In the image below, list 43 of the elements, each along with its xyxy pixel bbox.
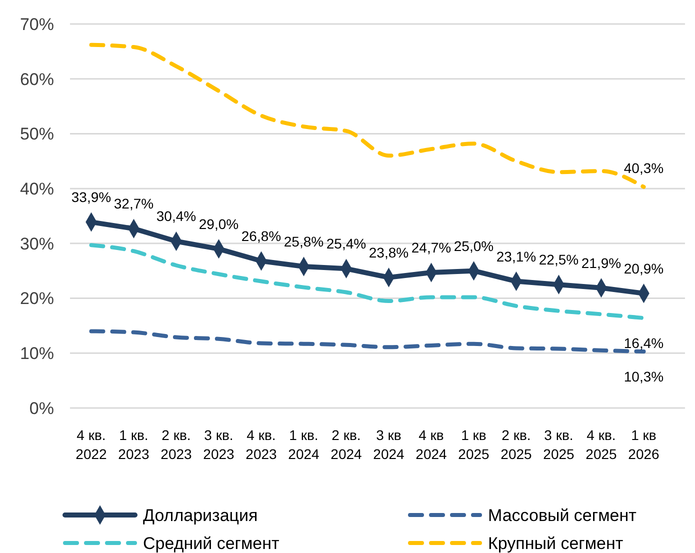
x-tick-label: 4 кв. 2025 xyxy=(586,427,618,462)
y-tick-label: 40% xyxy=(20,180,54,199)
y-tick-label: 30% xyxy=(20,234,54,254)
data-label: 23,8% xyxy=(368,244,409,260)
y-tick-label: 70% xyxy=(20,14,54,34)
y-tick-label: 0% xyxy=(29,398,54,418)
legend-label: Массовый сегмент xyxy=(488,506,637,525)
data-label: 30,4% xyxy=(156,208,196,224)
y-tick-label: 50% xyxy=(20,124,54,144)
x-tick-label: 3 кв 2024 xyxy=(373,427,405,462)
y-tick-label: 60% xyxy=(20,70,54,89)
data-label: 22,5% xyxy=(538,252,579,268)
y-tick-label: 10% xyxy=(20,344,54,364)
x-tick-label: 2 кв. 2024 xyxy=(330,427,362,462)
x-tick-label: 3 кв. 2023 xyxy=(203,427,235,462)
data-label: 21,9% xyxy=(581,254,622,271)
x-tick-label: 1 кв. 2023 xyxy=(118,427,150,462)
x-tick-label: 4 кв. 2022 xyxy=(76,427,108,462)
y-tick-label: 20% xyxy=(20,289,54,308)
x-tick-label: 1 кв 2025 xyxy=(458,427,490,462)
legend-label: Средний сегмент xyxy=(143,534,280,553)
x-tick-label: 2 кв. 2025 xyxy=(500,427,532,462)
data-label: 29,0% xyxy=(198,216,239,232)
x-tick-label: 1 кв 2026 xyxy=(628,427,660,462)
data-label: 24,7% xyxy=(411,240,452,256)
x-tick-label: 2 кв. 2023 xyxy=(160,427,192,462)
data-label: 25,4% xyxy=(326,236,366,252)
data-label: 26,8% xyxy=(241,228,282,244)
data-label: 20,9% xyxy=(624,260,664,276)
legend-label: Долларизация xyxy=(143,506,258,525)
data-label: 23,1% xyxy=(496,248,536,264)
data-label: 32,7% xyxy=(114,196,154,212)
data-label: 40,3% xyxy=(624,160,664,176)
x-tick-label: 4 кв 2024 xyxy=(416,427,448,462)
data-label: 16,4% xyxy=(624,335,664,352)
x-tick-label: 3 кв. 2025 xyxy=(543,427,575,462)
data-label: 25,0% xyxy=(454,238,494,254)
x-tick-label: 4 кв. 2023 xyxy=(246,427,278,462)
data-label: 25,8% xyxy=(284,233,324,250)
legend-label: Крупный сегмент xyxy=(488,534,624,553)
data-label: 10,3% xyxy=(624,368,664,384)
data-label: 33,9% xyxy=(71,189,112,206)
x-tick-label: 1 кв. 2024 xyxy=(288,427,320,462)
